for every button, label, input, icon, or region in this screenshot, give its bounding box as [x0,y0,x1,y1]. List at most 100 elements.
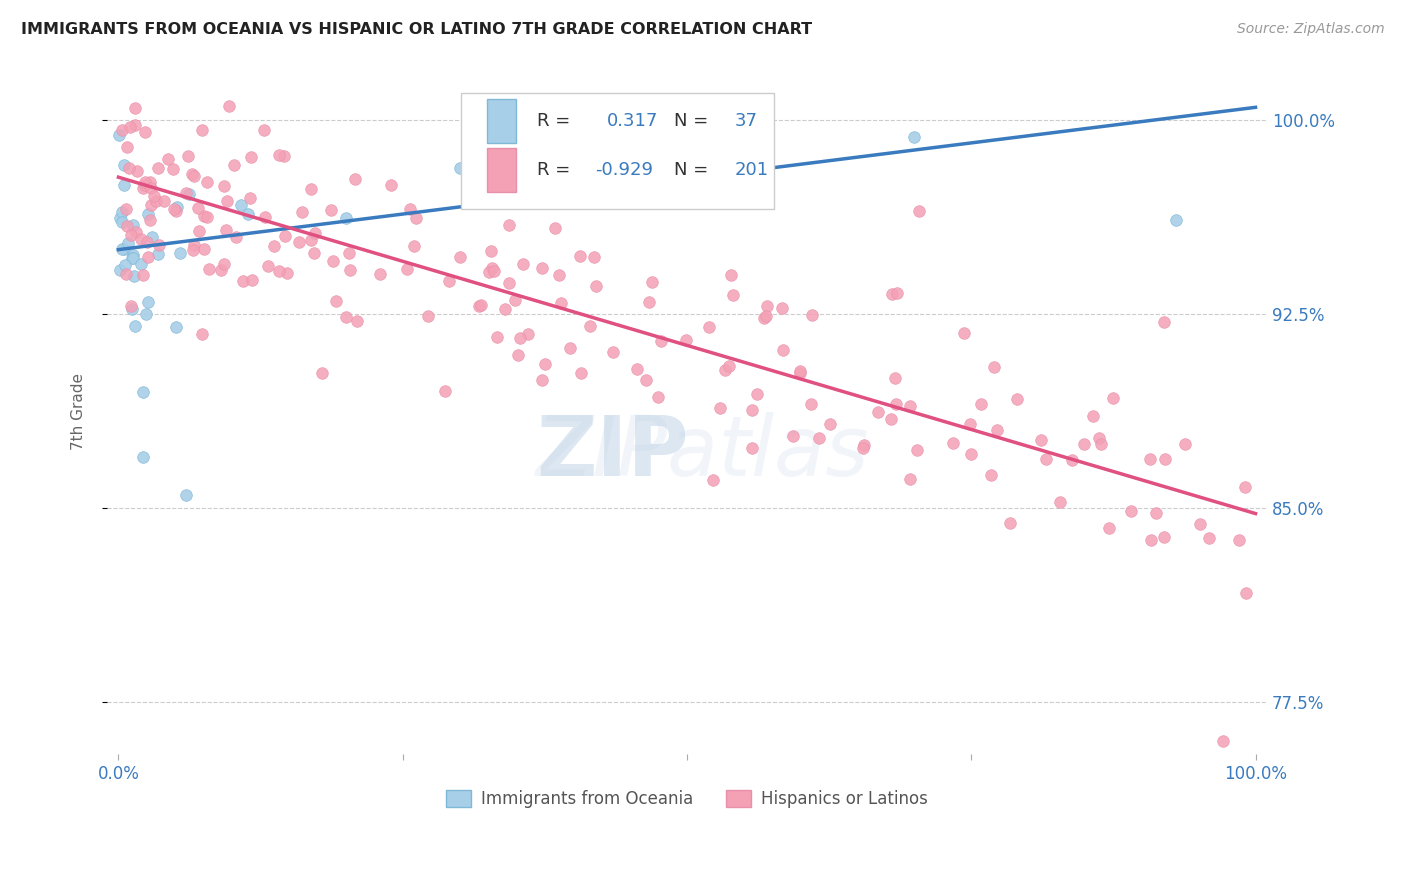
Point [508,348,530,362]
Point [231,198,253,212]
Point [115,267,138,281]
Point [494,302,516,317]
Point [138,212,160,227]
Point [134,175,156,189]
Point [191,123,214,137]
Point [1227,533,1250,548]
Point [165,319,187,334]
Point [110,263,132,277]
Point [115,140,138,154]
Point [273,149,295,163]
Text: ZIP: ZIP [536,412,689,493]
Point [486,172,509,186]
Point [238,207,260,221]
Point [1060,452,1083,467]
Point [980,468,1002,483]
Point [183,243,205,257]
Point [908,203,931,218]
Point [111,215,134,229]
Point [942,436,965,450]
Point [770,301,793,315]
Point [437,274,460,288]
Point [177,187,200,202]
Point [1083,409,1105,423]
Point [460,166,482,180]
Text: Source: ZipAtlas.com: Source: ZipAtlas.com [1237,22,1385,37]
Point [368,267,391,281]
Point [998,516,1021,530]
Bar [488,148,516,193]
Point [485,330,508,344]
Text: -0.929: -0.929 [595,161,654,179]
Point [304,226,326,240]
Point [548,268,571,282]
Point [380,178,402,192]
Point [852,441,875,455]
Point [404,239,426,253]
Point [183,237,205,252]
Point [112,157,135,171]
Point [217,194,239,208]
Point [468,299,491,313]
Point [1234,480,1257,494]
Point [470,298,492,312]
Point [212,257,235,271]
Point [162,162,184,177]
Point [335,211,357,226]
Point [239,150,262,164]
Point [543,221,565,235]
Point [1174,437,1197,451]
Point [1035,452,1057,467]
Point [886,285,908,300]
Legend: Immigrants from Oceania, Hispanics or Latinos: Immigrants from Oceania, Hispanics or La… [439,783,935,814]
Point [1005,392,1028,406]
Point [134,178,156,192]
Point [709,401,731,416]
Text: N =: N = [675,112,709,130]
Point [789,364,811,378]
Point [959,417,981,431]
Point [239,191,262,205]
Point [1234,586,1257,600]
Point [1188,516,1211,531]
Bar [488,98,516,143]
Point [641,275,664,289]
Point [969,396,991,410]
Point [1198,531,1220,545]
Point [135,307,157,321]
Point [153,194,176,208]
Point [852,438,875,452]
Point [517,327,540,342]
Text: 201: 201 [734,161,769,179]
Point [482,264,505,278]
Point [232,274,254,288]
Point [983,360,1005,375]
Point [195,210,218,224]
Point [111,122,134,136]
Text: ZIPatlas: ZIPatlas [536,412,870,493]
Point [752,311,775,326]
Point [176,488,198,502]
Point [287,235,309,250]
Point [148,161,170,176]
Point [801,308,824,322]
Point [747,387,769,401]
Point [118,120,141,134]
Point [585,278,607,293]
Point [120,299,142,313]
Point [756,299,779,313]
Point [162,202,184,216]
Point [569,366,592,380]
Point [169,246,191,260]
Point [124,101,146,115]
Point [602,344,624,359]
Point [197,175,219,189]
Point [125,164,148,178]
Point [1212,734,1234,748]
Point [225,230,247,244]
Point [509,331,531,345]
Point [1073,437,1095,451]
Point [782,428,804,442]
Point [145,194,167,208]
Point [723,288,745,302]
